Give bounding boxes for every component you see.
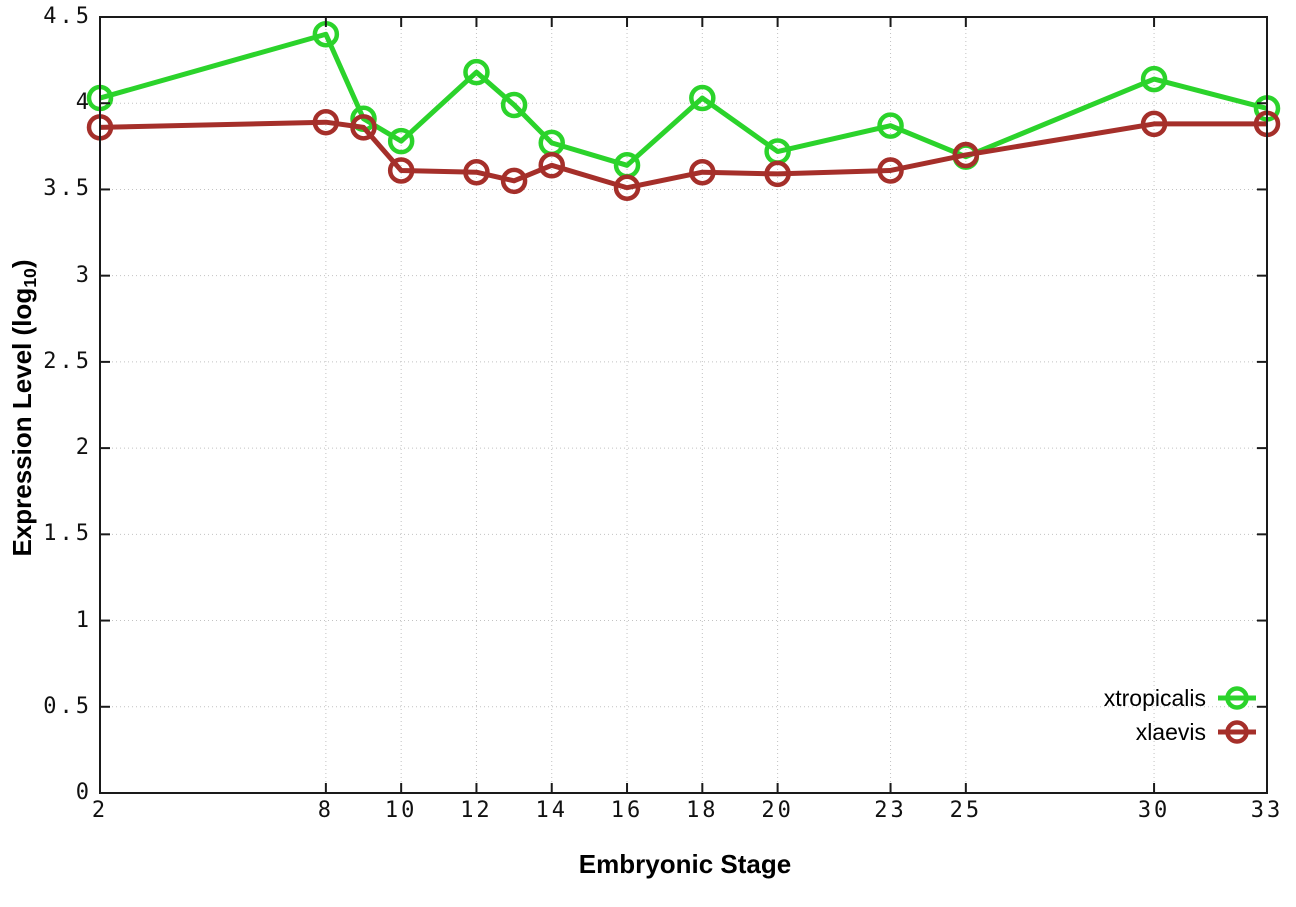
- y-tick-label: 1.5: [43, 521, 92, 547]
- y-axis-title-text: Expression Level (log: [7, 287, 38, 557]
- y-tick-label: 2.5: [43, 348, 92, 374]
- series-xlaevis-point: [500, 167, 528, 195]
- series-xlaevis-point: [689, 158, 716, 186]
- legend-label-xtropicalis: xtropicalis: [1103, 684, 1206, 711]
- y-axis-title: Expression Level (log10): [7, 259, 41, 556]
- y-axis-title-subscript: 10: [19, 268, 40, 288]
- series-xlaevis-line: [99, 119, 1267, 191]
- x-tick-label: 16: [610, 798, 644, 823]
- series-xtropicalis-point: [500, 91, 528, 119]
- x-tick-label: 10: [384, 798, 418, 823]
- y-tick-label: 0: [75, 780, 92, 805]
- y-tick-label: 2: [75, 435, 92, 461]
- x-tick-label: 12: [460, 798, 493, 823]
- x-tick-label: 33: [1250, 798, 1284, 823]
- y-tick-label: 4: [75, 90, 92, 116]
- series-xlaevis-point: [952, 141, 980, 169]
- legend: xtropicalis xlaevis: [1104, 681, 1258, 749]
- legend-marker-xlaevis-icon: [1218, 720, 1256, 744]
- x-tick-label: 20: [761, 798, 794, 823]
- series-xlaevis-point: [764, 160, 791, 188]
- y-axis-title-close: ): [7, 259, 38, 269]
- plot-border: [99, 16, 1268, 794]
- series-xtropicalis-point: [877, 112, 904, 139]
- series-xtropicalis-point: [387, 127, 415, 155]
- y-tick-label: 1: [75, 607, 92, 633]
- series-xtropicalis-line: [99, 31, 1268, 168]
- y-tick-label: 3.5: [43, 176, 92, 202]
- series-xlaevis-point: [463, 158, 490, 186]
- legend-item-xtropicalis: xtropicalis: [1104, 681, 1258, 715]
- series-xtropicalis-point: [689, 84, 716, 112]
- x-tick-label: 30: [1137, 798, 1171, 823]
- x-axis-title: Embryonic Stage: [578, 849, 792, 879]
- series-xlaevis-point: [538, 152, 565, 179]
- legend-label-xlaevis: xlaevis: [1135, 718, 1206, 745]
- series-xlaevis-point: [387, 157, 415, 184]
- x-tick-label: 23: [874, 798, 907, 823]
- series-xlaevis-point: [877, 157, 904, 184]
- y-tick-label: 4.5: [43, 4, 92, 29]
- series-xlaevis-point: [312, 108, 340, 136]
- y-tick-label: 3: [75, 262, 92, 288]
- series-xtropicalis-point: [463, 58, 490, 86]
- x-tick-label: 2: [91, 798, 109, 823]
- legend-item-xlaevis: xlaevis: [1104, 715, 1258, 749]
- legend-marker-xtropicalis-icon: [1218, 686, 1256, 710]
- y-tick-label: 0.5: [43, 693, 92, 719]
- series-xlaevis-point: [1140, 110, 1168, 138]
- series-xlaevis-point: [350, 114, 377, 141]
- x-tick-label: 8: [317, 798, 334, 823]
- x-tick-label: 25: [949, 798, 983, 823]
- series-xtropicalis-point: [1140, 65, 1168, 93]
- series-xlaevis-point: [613, 174, 641, 201]
- x-tick-label: 14: [535, 798, 568, 823]
- x-tick-label: 18: [686, 798, 719, 823]
